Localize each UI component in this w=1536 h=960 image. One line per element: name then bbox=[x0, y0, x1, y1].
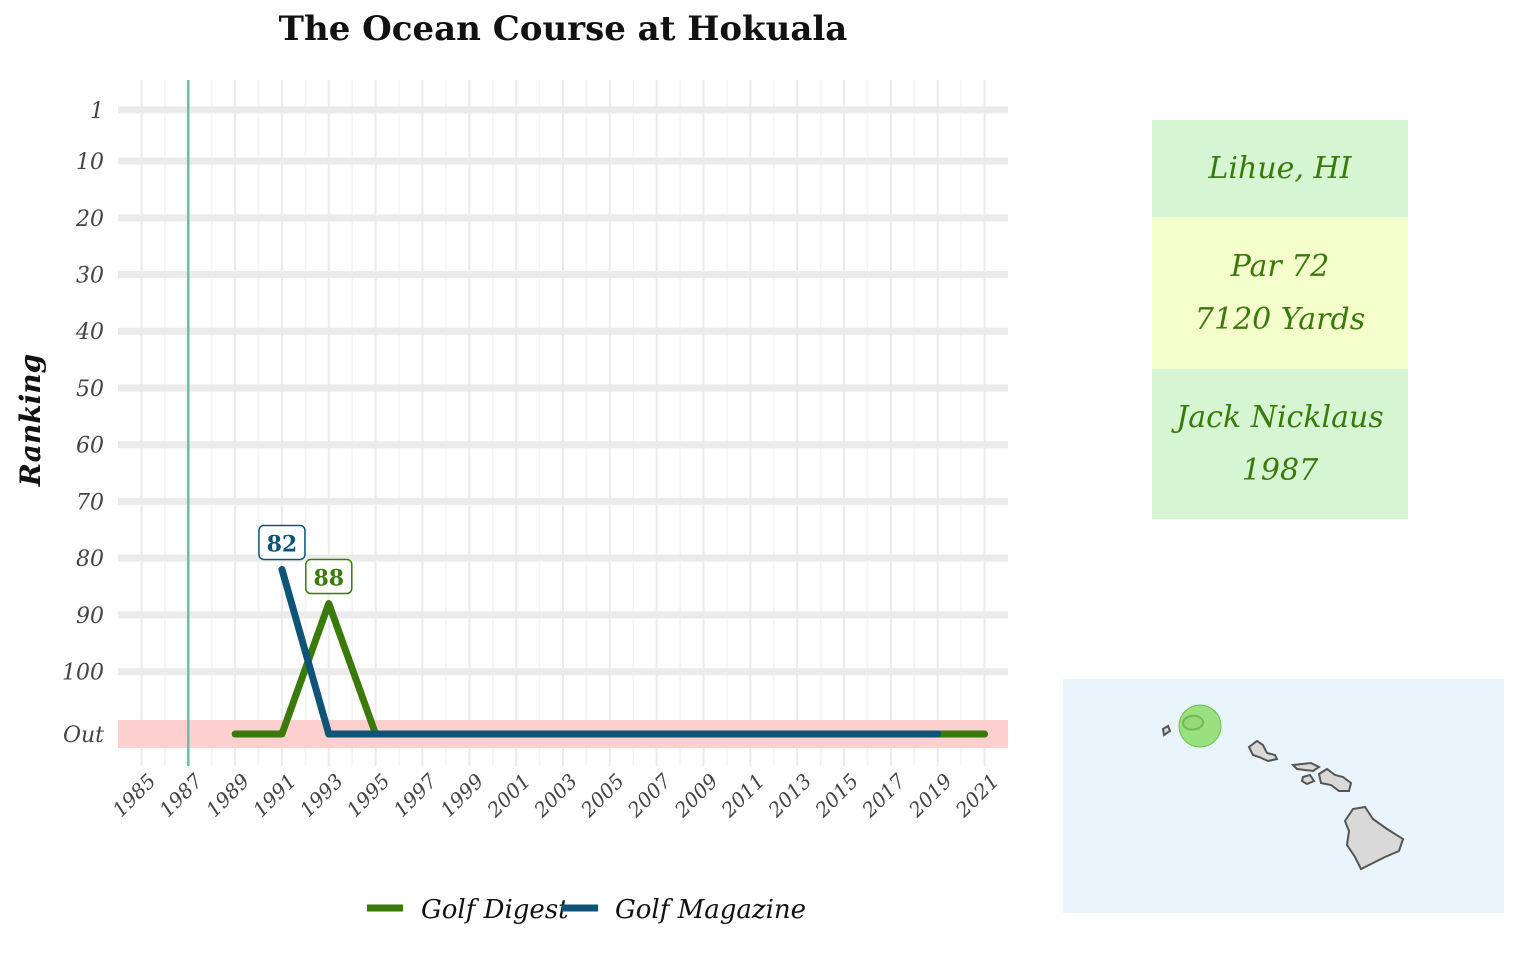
y-tick-label: 20 bbox=[75, 207, 104, 232]
x-tick-label: 1987 bbox=[154, 769, 207, 822]
data-label: 88 bbox=[305, 558, 353, 595]
y-tick-label: Out bbox=[63, 723, 104, 748]
par-text: Par 72 bbox=[1230, 249, 1330, 284]
ranking-chart: The Ocean Course at Hokuala 1 10 20 30 40 50 6… bbox=[14, 9, 1008, 925]
y-tick-label: 10 bbox=[76, 150, 104, 175]
location-text: Lihue, HI bbox=[1208, 151, 1352, 186]
x-tick-label: 2005 bbox=[575, 769, 629, 823]
designer-text: Jack Nicklaus bbox=[1176, 400, 1384, 435]
x-tick-label: 2003 bbox=[528, 769, 582, 823]
x-tick-label: 1999 bbox=[435, 769, 488, 822]
location-box: Lihue, HI bbox=[1152, 120, 1408, 217]
legend: Golf Digest Golf Magazine bbox=[367, 895, 806, 925]
data-labels: 88 82 bbox=[258, 524, 353, 595]
lanai-island bbox=[1300, 773, 1316, 786]
x-tick-label: 2013 bbox=[763, 769, 817, 823]
designer-box: Jack Nicklaus 1987 bbox=[1152, 369, 1408, 519]
x-tick-label: 1993 bbox=[295, 769, 348, 822]
data-label-box bbox=[258, 524, 306, 561]
y-tick-label: 30 bbox=[76, 264, 104, 289]
x-tick-label: 1997 bbox=[389, 769, 442, 822]
y-tick-label: 60 bbox=[76, 434, 104, 459]
x-tick-label: 2011 bbox=[716, 769, 770, 823]
data-label-box bbox=[305, 558, 353, 595]
grid-lines bbox=[118, 80, 1008, 766]
maui-island bbox=[1317, 767, 1353, 792]
hawaii-map bbox=[1063, 679, 1504, 913]
y-tick-label: 100 bbox=[62, 661, 104, 686]
data-label-text: 88 bbox=[313, 566, 344, 592]
x-tick-label: 1995 bbox=[342, 769, 395, 822]
legend-label-golf-digest: Golf Digest bbox=[421, 895, 569, 925]
legend-label-golf-magazine: Golf Magazine bbox=[615, 895, 806, 925]
yards-text: 7120 Yards bbox=[1194, 302, 1366, 337]
big-island bbox=[1343, 805, 1405, 871]
series-lines bbox=[231, 565, 989, 738]
x-tick-label: 2001 bbox=[482, 769, 536, 823]
y-tick-labels: 1 10 20 30 40 50 60 70 80 90 100 Out bbox=[62, 99, 104, 748]
x-tick-label: 2009 bbox=[669, 769, 723, 823]
molokai-island bbox=[1290, 761, 1321, 773]
hawaii-map-svg bbox=[1161, 704, 1405, 871]
data-label: 82 bbox=[258, 524, 306, 561]
x-tick-label: 1991 bbox=[248, 769, 301, 822]
chart-title: The Ocean Course at Hokuala bbox=[279, 9, 848, 49]
y-tick-label: 90 bbox=[76, 604, 104, 629]
y-tick-label: 1 bbox=[90, 99, 104, 124]
niihau-island bbox=[1161, 724, 1172, 737]
x-tick-label: 2007 bbox=[622, 769, 676, 823]
data-label-text: 82 bbox=[267, 531, 298, 557]
oahu-island bbox=[1247, 739, 1279, 763]
x-tick-label: 1989 bbox=[201, 769, 254, 822]
series-line-golf-magazine bbox=[278, 565, 942, 738]
y-tick-label: 70 bbox=[76, 490, 104, 515]
x-tick-labels: 1985198719891991199319951997199920012003… bbox=[108, 769, 1004, 823]
x-tick-label: 2017 bbox=[856, 769, 910, 823]
designer-year-text: 1987 bbox=[1241, 453, 1319, 488]
y-axis-title: Ranking bbox=[14, 354, 47, 487]
y-tick-label: 40 bbox=[75, 320, 104, 345]
x-tick-label: 2015 bbox=[809, 769, 863, 823]
x-tick-label: 2021 bbox=[950, 769, 1004, 823]
course-location-marker bbox=[1178, 704, 1222, 748]
y-tick-label: 80 bbox=[76, 547, 104, 572]
par-yards-box: Par 72 7120 Yards bbox=[1152, 217, 1408, 369]
x-tick-label: 1985 bbox=[108, 769, 161, 822]
x-tick-label: 2019 bbox=[903, 769, 957, 823]
y-tick-label: 50 bbox=[76, 377, 104, 402]
